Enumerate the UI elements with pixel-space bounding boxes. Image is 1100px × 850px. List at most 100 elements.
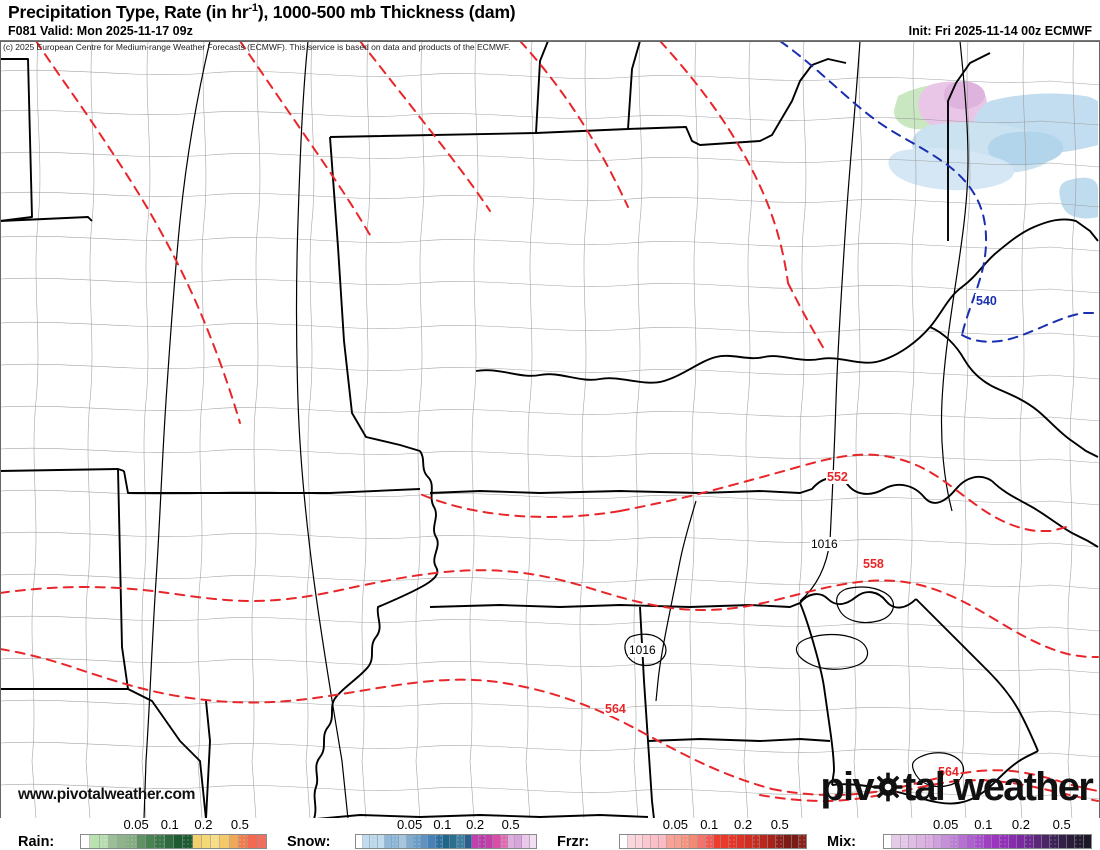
colorbar-cell xyxy=(450,835,458,848)
colorbar-tick-frzr-0.2: 0.2 xyxy=(734,817,753,832)
colorbar-cell xyxy=(507,835,516,848)
colorbar-cell xyxy=(108,835,119,848)
thickness-contours-red xyxy=(0,41,1099,803)
colorbar-tick-snow-0.1: 0.1 xyxy=(433,817,452,832)
colorbar-tick-frzr-0.5: 0.5 xyxy=(770,817,789,832)
map-header: Precipitation Type, Rate (in hr-1), 1000… xyxy=(0,0,1100,40)
colorbar-cell xyxy=(127,835,137,848)
colorbar-cell xyxy=(983,835,993,848)
colorbar-cell xyxy=(220,835,230,848)
colorbar-cell xyxy=(768,835,776,848)
page-title: Precipitation Type, Rate (in hr-1), 1000… xyxy=(8,2,516,23)
colorbar-cell xyxy=(99,835,109,848)
colorbar-tick-rain-0.5: 0.5 xyxy=(230,817,249,832)
colorbar-cell xyxy=(674,835,683,848)
colorbar-tick-frzr-0.05: 0.05 xyxy=(662,817,689,832)
colorbar-mix[interactable] xyxy=(883,834,1092,849)
colorbar-cell xyxy=(399,835,407,848)
colorbar-cell xyxy=(975,835,984,848)
colorbar-snow[interactable] xyxy=(355,834,537,849)
colorbar-cell xyxy=(1000,835,1009,848)
colorbar-cell xyxy=(457,835,465,848)
colorbar-ticks-snow: 0.05 0.1 0.2 0.5 xyxy=(355,817,537,833)
colorbar-cell xyxy=(1017,835,1026,848)
colorbar-cell xyxy=(370,835,378,848)
colorbar-cell xyxy=(799,835,807,848)
colorbar-cell xyxy=(651,835,659,848)
state-boundaries xyxy=(0,41,1099,818)
colorbar-cell xyxy=(908,835,918,848)
colorbar-cell xyxy=(791,835,800,848)
page-title-exponent: -1 xyxy=(248,2,258,15)
colorbar-cell xyxy=(950,835,959,848)
colorbar-cell xyxy=(760,835,769,848)
colorbar-cell xyxy=(90,835,100,848)
colorbar-cell xyxy=(192,835,202,848)
colorbar-cell xyxy=(1075,835,1084,848)
colorbar-group-snow: Snow: 0.05 0.1 0.2 0.5 xyxy=(275,817,545,850)
colorbar-cell xyxy=(229,835,240,848)
colorbar-frzr[interactable] xyxy=(619,834,807,849)
colorbar-cell xyxy=(933,835,943,848)
colorbar-cell xyxy=(690,835,698,848)
colorbar-cell xyxy=(529,835,536,848)
colorbar-cell xyxy=(942,835,951,848)
colorbar-cell xyxy=(356,835,364,848)
colorbar-cell xyxy=(643,835,652,848)
colorbar-cell xyxy=(406,835,414,848)
colorbar-tick-rain-0.05: 0.05 xyxy=(123,817,149,832)
colorbar-tick-snow-0.05: 0.05 xyxy=(396,817,423,832)
colorbar-cell xyxy=(183,835,193,848)
colorbar-cell xyxy=(1008,835,1017,848)
contour-label-564-3: 564 xyxy=(604,702,627,716)
colorbar-cell xyxy=(486,835,494,848)
colorbar-cell xyxy=(413,835,422,848)
colorbar-cell xyxy=(515,835,523,848)
colorbar-ticks-frzr: 0.05 0.1 0.2 0.5 xyxy=(619,817,807,833)
colorbar-cell xyxy=(239,835,249,848)
colorbar-cell xyxy=(428,835,436,848)
colorbar-cell xyxy=(892,835,901,848)
colorbar-cell xyxy=(81,835,91,848)
thickness-contour-540 xyxy=(779,41,1099,343)
colorbar-cell xyxy=(900,835,909,848)
colorbar-tick-rain-0.2: 0.2 xyxy=(194,817,213,832)
colorbar-cell xyxy=(442,835,451,848)
colorbar-cell xyxy=(1041,835,1051,848)
colorbar-cell xyxy=(925,835,934,848)
colorbar-cell xyxy=(211,835,221,848)
gear-icon xyxy=(873,767,903,802)
colorbar-cell xyxy=(992,835,1001,848)
colorbar-cell xyxy=(1033,835,1042,848)
colorbar-cell xyxy=(721,835,730,848)
colorbar-cell xyxy=(917,835,926,848)
colorbar-cell xyxy=(705,835,714,848)
colorbar-cell xyxy=(421,835,429,848)
logo-text-part1: piv xyxy=(820,765,874,809)
page-title-suffix: ), 1000-500 mb Thickness (dam) xyxy=(257,2,516,22)
colorbar-cell xyxy=(173,835,184,848)
colorbar-group-mix: Mix: 0.05 0.1 0.2 0.5 xyxy=(815,817,1100,850)
colorbar-legend: Rain: 0.05 0.1 0.2 0.5 Snow: 0.05 0.1 0.2 0.5 Frzr… xyxy=(0,817,1100,850)
pivotal-weather-logo: piv xyxy=(820,765,1093,810)
page-title-prefix: Precipitation Type, Rate (in hr xyxy=(8,2,249,22)
colorbar-label-rain: Rain: xyxy=(18,834,55,850)
colorbar-cell xyxy=(392,835,400,848)
map-canvas[interactable]: (c) 2025 European Centre for Medium-rang… xyxy=(0,40,1100,818)
colorbar-cell xyxy=(620,835,628,848)
colorbar-rain[interactable] xyxy=(80,834,267,849)
init-time-label: Init: Fri 2025-11-14 00z ECMWF xyxy=(908,24,1092,38)
colorbar-cell xyxy=(775,835,784,848)
colorbar-cell xyxy=(1025,835,1034,848)
colorbar-label-snow: Snow: xyxy=(287,834,331,850)
colorbar-cell xyxy=(736,835,745,848)
colorbar-cell xyxy=(884,835,893,848)
colorbar-cell xyxy=(958,835,968,848)
colorbar-tick-mix-0.2: 0.2 xyxy=(1011,817,1030,832)
colorbar-cell xyxy=(500,835,508,848)
colorbar-cell xyxy=(471,835,479,848)
colorbar-tick-frzr-0.1: 0.1 xyxy=(700,817,719,832)
colorbar-tick-snow-0.2: 0.2 xyxy=(466,817,485,832)
contour-label-1016-6: 1016 xyxy=(628,643,657,657)
